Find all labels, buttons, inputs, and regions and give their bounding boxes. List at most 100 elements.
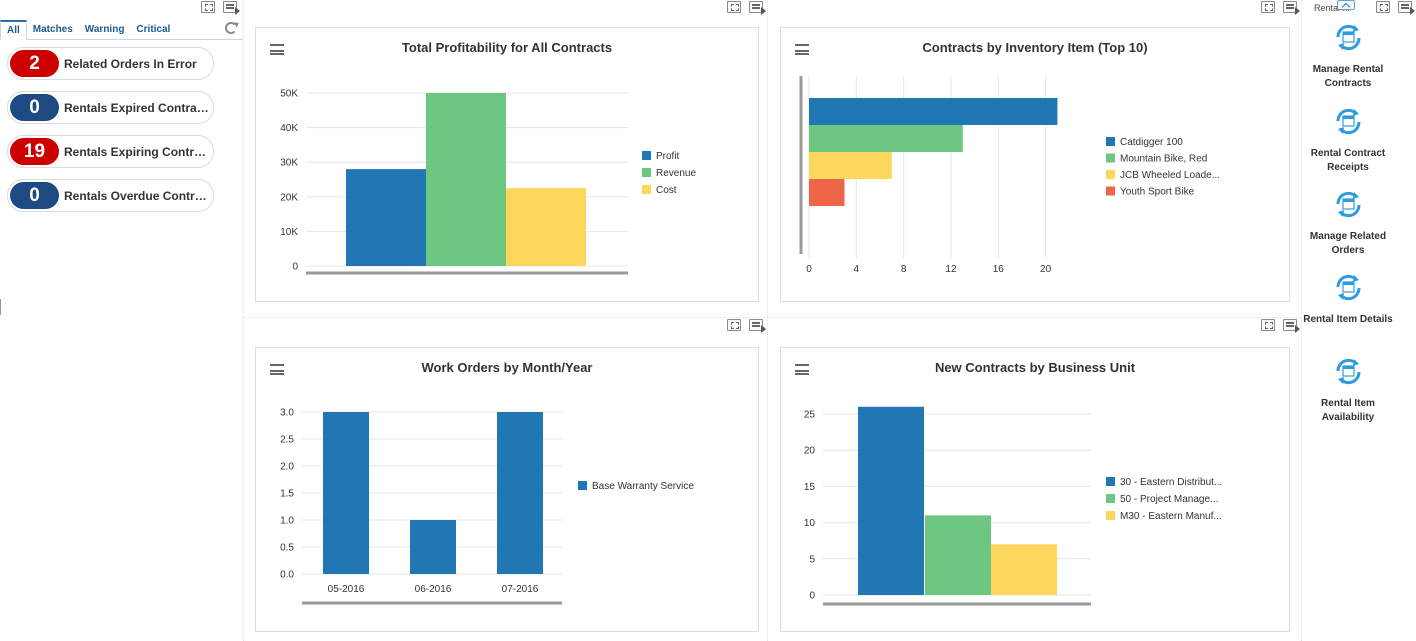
legend-swatch	[1106, 153, 1115, 163]
export-icon[interactable]	[1398, 1, 1415, 15]
collapse-icon[interactable]	[1337, 0, 1355, 10]
legend-label: 50 - Project Manage...	[1120, 494, 1218, 505]
watchlist-item-rentals-expiring-contracts[interactable]: 19 Rentals Expiring Contracts	[7, 135, 214, 168]
bar	[858, 406, 924, 595]
calendar-header	[1342, 116, 1354, 119]
splitter-handle[interactable]	[0, 299, 2, 315]
y-tick-label: 30K	[280, 158, 298, 169]
legend-swatch	[578, 481, 587, 490]
chart-title: Total Profitability for All Contracts	[401, 40, 613, 55]
watchlist-item-label: Rentals Expired Contracts	[64, 100, 212, 115]
legend-label: Revenue	[656, 168, 696, 179]
export-icon[interactable]	[1283, 319, 1300, 333]
legend-swatch	[642, 151, 651, 160]
tab-all[interactable]: All	[0, 19, 27, 41]
legend-swatch	[1106, 511, 1115, 520]
chart-card: Total Profitability for All Contracts 0 1…	[255, 27, 759, 302]
springboard-item-label: Rental Item Availability	[1321, 398, 1375, 423]
maximize-icon[interactable]	[727, 319, 741, 331]
springboard-manage-related-orders[interactable]: Manage Related Orders	[1302, 190, 1394, 258]
panel-toolbar	[727, 1, 766, 15]
calendar-refresh-icon	[1335, 274, 1361, 301]
maximize-icon[interactable]	[1376, 1, 1390, 13]
calendar-header	[1342, 366, 1354, 369]
arrow-head	[1352, 275, 1359, 282]
springboard-rental-item-availability[interactable]: Rental Item Availability	[1302, 357, 1394, 425]
bar	[991, 544, 1057, 595]
maximize-icon[interactable]	[1261, 319, 1275, 331]
arrow-head	[1352, 25, 1359, 32]
legend-swatch	[1106, 137, 1115, 146]
watchlist-pane: All Matches Warning Critical 2 Related O…	[0, 0, 243, 641]
profitability-chart: 0 10K 20K 30K 40K 50K Profit Revenue Cost	[280, 89, 696, 275]
y-tick-label: 5	[809, 554, 815, 565]
maximize-icon[interactable]	[1261, 1, 1275, 13]
watchlist-item-label: Rentals Overdue Contracts	[64, 188, 212, 203]
springboard-rental-contract-receipts[interactable]: Rental Contract Receipts	[1302, 107, 1394, 175]
calendar-header	[1342, 282, 1354, 285]
legend-swatch	[1106, 477, 1115, 486]
export-icon[interactable]	[223, 1, 240, 15]
y-tick-label: 15	[804, 482, 816, 493]
legend-label: Cost	[656, 185, 677, 196]
watchlist-item-related-orders-in-error[interactable]: 2 Related Orders In Error	[7, 47, 214, 80]
springboard-item-label: Rental Contract Receipts	[1310, 148, 1386, 173]
y-tick-label: 0.5	[280, 543, 294, 554]
bar	[809, 152, 892, 179]
export-icon[interactable]	[749, 319, 766, 333]
watchlist: 2 Related Orders In Error 0 Rentals Expi…	[7, 47, 214, 223]
calendar-header	[1342, 199, 1354, 202]
menu-icon[interactable]	[795, 364, 809, 375]
springboard-toolbar	[1376, 1, 1415, 15]
legend-label: Catdigger 100	[1120, 137, 1183, 148]
bar	[323, 412, 369, 574]
bar	[925, 515, 991, 595]
menu-icon[interactable]	[795, 44, 809, 55]
tab-warning[interactable]: Warning	[84, 24, 125, 35]
y-tick-label: 10	[804, 518, 816, 529]
y-tick-label: 3.0	[280, 408, 294, 419]
arrow-head	[1337, 293, 1344, 300]
y-tick-label: 25	[804, 410, 816, 421]
watchlist-tabs: All Matches Warning Critical	[0, 19, 243, 41]
y-tick-label: 1.5	[280, 489, 294, 500]
tab-critical[interactable]: Critical	[136, 24, 171, 35]
springboard-title: Rental ...	[1314, 3, 1351, 13]
y-tick-label: 20	[804, 446, 816, 457]
y-tick-label: 1.0	[280, 516, 294, 527]
watchlist-item-rentals-overdue-contracts[interactable]: 0 Rentals Overdue Contracts	[7, 179, 214, 212]
tab-matches[interactable]: Matches	[32, 24, 73, 35]
maximize-icon[interactable]	[727, 1, 741, 13]
legend-swatch	[1106, 186, 1115, 196]
arrow-head	[1352, 192, 1359, 199]
legend-swatch	[1106, 170, 1115, 179]
menu-icon[interactable]	[270, 44, 284, 55]
bar	[346, 169, 426, 266]
count-badge: 2	[10, 50, 59, 77]
refresh-icon[interactable]	[225, 22, 237, 34]
inventory-chart: 0 4 8 12 16 20 Catdigger 100 Mountain Bike, Red…	[799, 76, 1220, 275]
count-badge: 0	[10, 94, 59, 121]
legend-swatch	[1106, 494, 1115, 503]
y-tick-label: 0	[292, 262, 298, 273]
springboard-manage-rental-contracts[interactable]: Manage Rental Contracts	[1302, 23, 1394, 91]
maximize-icon[interactable]	[201, 1, 215, 13]
watchlist-item-rentals-expired-contracts[interactable]: 0 Rentals Expired Contracts	[7, 91, 214, 124]
menu-icon[interactable]	[270, 364, 284, 375]
export-icon[interactable]	[1283, 1, 1300, 15]
new-contracts-chart: 0 5 10 15 20 25 30 - Eastern Distribut... 50 - …	[804, 406, 1222, 606]
chart-card: Work Orders by Month/Year 0.0 0.5 1.0 1.5 2.…	[255, 347, 759, 632]
y-tick-label: 40K	[280, 123, 298, 134]
springboard-item-label: Rental Item Details	[1303, 314, 1393, 325]
x-tick-label: 06-2016	[415, 584, 452, 595]
export-icon[interactable]	[749, 1, 766, 15]
springboard-item-label: Manage Rental Contracts	[1312, 64, 1384, 89]
springboard-rental-item-details[interactable]: Rental Item Details	[1302, 273, 1394, 327]
arrow-head	[1352, 359, 1359, 366]
springboard-pane: Rental ... Manage Rental Contracts Renta…	[1301, 0, 1416, 641]
y-tick-label: 2.5	[280, 435, 294, 446]
x-tick-label: 05-2016	[328, 584, 365, 595]
panel-inventory: Contracts by Inventory Item (Top 10) 0 4 8…	[767, 0, 1301, 317]
calendar-header	[1342, 32, 1354, 35]
legend-label: Base Warranty Service	[592, 481, 694, 492]
